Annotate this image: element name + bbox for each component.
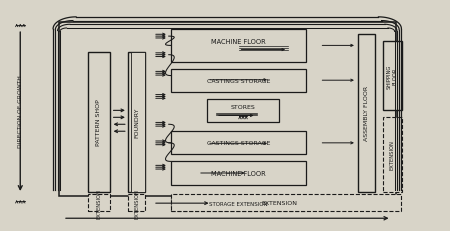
Text: MACHINE FLOOR: MACHINE FLOOR <box>211 170 266 176</box>
Text: MACHINE FLOOR: MACHINE FLOOR <box>211 38 266 44</box>
Bar <box>382 42 402 111</box>
Bar <box>128 53 145 192</box>
Bar <box>128 194 145 211</box>
Bar <box>171 30 306 62</box>
Bar <box>358 35 375 192</box>
Bar <box>382 118 402 192</box>
Bar <box>171 195 306 211</box>
Bar <box>207 99 279 122</box>
Bar <box>171 69 306 92</box>
Bar <box>88 194 110 211</box>
Text: EXTENSION: EXTENSION <box>96 188 102 218</box>
Bar <box>58 23 396 196</box>
Text: PATTERN SHOP: PATTERN SHOP <box>96 99 102 146</box>
Text: CASTINGS STORAGE: CASTINGS STORAGE <box>207 78 270 83</box>
Text: EXTENSION: EXTENSION <box>261 200 297 205</box>
Text: ASSEMBLY FLOOR: ASSEMBLY FLOOR <box>364 86 369 141</box>
Text: FOUNDRY: FOUNDRY <box>134 107 140 138</box>
Text: SHIPPING
FLOOR: SHIPPING FLOOR <box>387 64 398 88</box>
Text: EXTENSION: EXTENSION <box>134 188 140 218</box>
Bar <box>171 132 306 155</box>
Bar <box>88 53 110 192</box>
Bar <box>171 162 306 185</box>
Bar <box>131 53 145 192</box>
Text: STORAGE EXTENSION: STORAGE EXTENSION <box>209 201 268 206</box>
Text: DIRECTION OF GROWTH: DIRECTION OF GROWTH <box>18 75 23 147</box>
Bar <box>171 194 400 211</box>
Text: CASTINGS STORAGE: CASTINGS STORAGE <box>207 141 270 146</box>
Text: EXTENSION: EXTENSION <box>390 140 395 170</box>
Text: STORES: STORES <box>231 105 256 110</box>
